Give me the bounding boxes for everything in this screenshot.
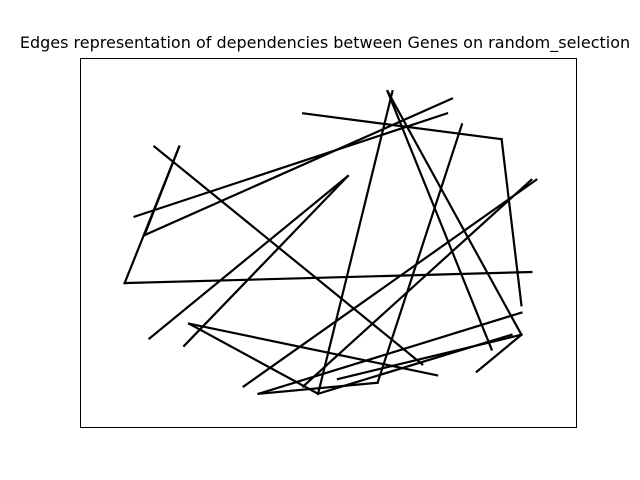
edge-line-21 [301, 112, 503, 141]
chart-title: Edges representation of dependencies bet… [19, 33, 631, 52]
edge-line-9 [257, 311, 523, 396]
edge-line-11 [376, 123, 464, 385]
edge-line-17 [242, 178, 538, 388]
edge-line-8 [316, 89, 394, 396]
edge-line-13 [386, 89, 523, 337]
edge-line-3 [123, 270, 533, 285]
edge-line-12 [386, 89, 494, 351]
edge-line-20 [133, 111, 449, 219]
edge-group [123, 89, 538, 396]
edge-line-14 [475, 333, 523, 374]
edge-line-5 [187, 322, 439, 377]
edge-line-15 [336, 333, 523, 381]
edge-line-22 [500, 137, 523, 307]
edge-line-18 [147, 174, 350, 340]
edge-line-16 [301, 178, 533, 388]
edge-line-4 [152, 145, 424, 366]
plot-frame [80, 58, 577, 428]
edge-line-10 [257, 381, 379, 395]
edge-line-19 [182, 174, 350, 348]
edge-line-2 [143, 97, 454, 237]
edge-line-6 [187, 322, 320, 396]
